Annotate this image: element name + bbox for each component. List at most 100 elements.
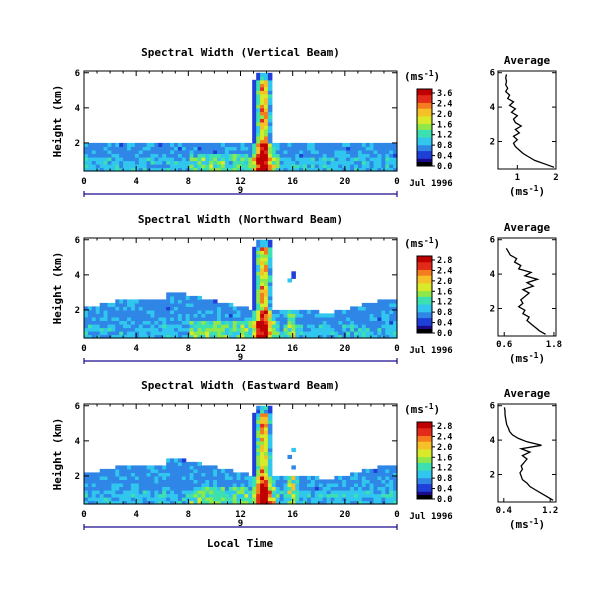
heatmap-cell: [291, 486, 296, 491]
heatmap-cell: [252, 79, 257, 84]
y-axis-label: Height (km): [51, 418, 64, 491]
heatmap-cell: [322, 486, 328, 491]
heatmap-cell: [197, 475, 202, 480]
heatmap-cell: [252, 118, 257, 123]
heatmap-cell: [91, 324, 97, 329]
heatmap-cell: [267, 153, 273, 158]
colorbar-label: 2.0: [437, 443, 452, 453]
heatmap-cell: [170, 302, 175, 307]
heatmap-cell: [111, 475, 116, 480]
heatmap-cell: [256, 285, 261, 290]
heatmap-cell: [252, 157, 257, 162]
heatmap-cell: [115, 316, 120, 321]
heatmap-cell: [314, 167, 320, 172]
heatmap-cell: [354, 157, 359, 162]
heatmap-cell: [303, 324, 308, 329]
heatmap-cell: [377, 334, 382, 339]
heatmap-cell: [162, 302, 167, 307]
heatmap-cell: [267, 475, 273, 480]
heatmap-cell: [310, 313, 316, 318]
heatmap-cell: [256, 440, 261, 445]
heatmap-cell: [283, 153, 288, 158]
heatmap-cell: [205, 320, 210, 325]
heatmap-cell: [373, 167, 378, 172]
heatmap-cell: [185, 306, 191, 311]
heatmap-cell: [299, 334, 304, 339]
heatmap-cell: [201, 472, 206, 477]
heatmap-cell: [256, 447, 261, 452]
heatmap-cell: [150, 320, 155, 325]
heatmap-cell: [134, 468, 140, 473]
heatmap-cell: [287, 157, 292, 162]
heatmap-cell: [279, 313, 285, 318]
heatmap-cell: [181, 302, 187, 307]
heatmap-cell: [334, 142, 339, 147]
heatmap-cell: [107, 493, 112, 498]
heatmap-cell: [127, 493, 132, 498]
heatmap-cell: [264, 142, 269, 147]
colorbar-segment: [417, 495, 432, 499]
heatmap-cell: [189, 164, 195, 169]
average-x-tick-label: 0.6: [496, 340, 512, 350]
heatmap-cell: [334, 479, 339, 484]
colorbar-segment: [417, 475, 432, 479]
x-tick-label: 16: [287, 344, 298, 354]
x-tick-label: 16: [287, 510, 298, 520]
heatmap-cell: [267, 324, 273, 329]
heatmap-cell: [99, 500, 105, 505]
heatmap-cell: [224, 164, 230, 169]
heatmap-cell: [330, 167, 335, 172]
heatmap-cell: [217, 313, 222, 318]
heatmap-cell: [252, 458, 257, 463]
heatmap-cell: [185, 146, 191, 151]
heatmap-cell: [84, 320, 89, 325]
heatmap-cell: [264, 465, 269, 470]
heatmap-cell: [291, 331, 296, 336]
heatmap-cell: [267, 90, 273, 95]
heatmap-cell: [256, 90, 261, 95]
heatmap-cell: [130, 479, 136, 484]
heatmap-cell: [181, 157, 187, 162]
heatmap-cell: [264, 313, 269, 318]
heatmap-cell: [322, 479, 328, 484]
heatmap-cell: [260, 447, 265, 452]
heatmap-cell: [381, 479, 386, 484]
colorbar-segment: [417, 281, 432, 284]
heatmap-cell: [267, 125, 273, 130]
heatmap-cell: [279, 497, 285, 502]
heatmap-cell: [291, 167, 296, 172]
heatmap-cell: [181, 500, 187, 505]
heatmap-cell: [264, 426, 269, 431]
heatmap-cell: [127, 167, 132, 172]
heatmap-cell: [330, 316, 335, 321]
heatmap-cell: [346, 316, 351, 321]
heatmap-cell: [174, 164, 179, 169]
heatmap-cell: [154, 324, 159, 329]
heatmap-cell: [84, 146, 89, 151]
heatmap-cell: [389, 468, 394, 473]
heatmap-cell: [177, 142, 183, 147]
heatmap-cell: [177, 160, 183, 165]
heatmap-cell: [256, 405, 261, 410]
heatmap-cell: [322, 482, 328, 487]
heatmap-cell: [389, 302, 394, 307]
heatmap-cell: [310, 493, 316, 498]
heatmap-cell: [150, 149, 155, 154]
average-frame: [497, 70, 557, 170]
heatmap-cell: [342, 324, 347, 329]
heatmap-cell: [361, 302, 367, 307]
heatmap-cell: [377, 331, 382, 336]
heatmap-cell: [260, 313, 265, 318]
heatmap-cell: [256, 327, 261, 332]
heatmap-cell: [130, 482, 136, 487]
heatmap-cell: [252, 493, 257, 498]
heatmap-cell: [279, 482, 285, 487]
heatmap-cell: [252, 288, 257, 293]
heatmap-cell: [373, 468, 378, 473]
heatmap-cell: [185, 149, 191, 154]
heatmap-cell: [181, 324, 187, 329]
heatmap-cell: [299, 320, 304, 325]
heatmap-cell: [201, 475, 206, 480]
heatmap-cell: [346, 493, 351, 498]
heatmap-cell: [314, 309, 320, 314]
